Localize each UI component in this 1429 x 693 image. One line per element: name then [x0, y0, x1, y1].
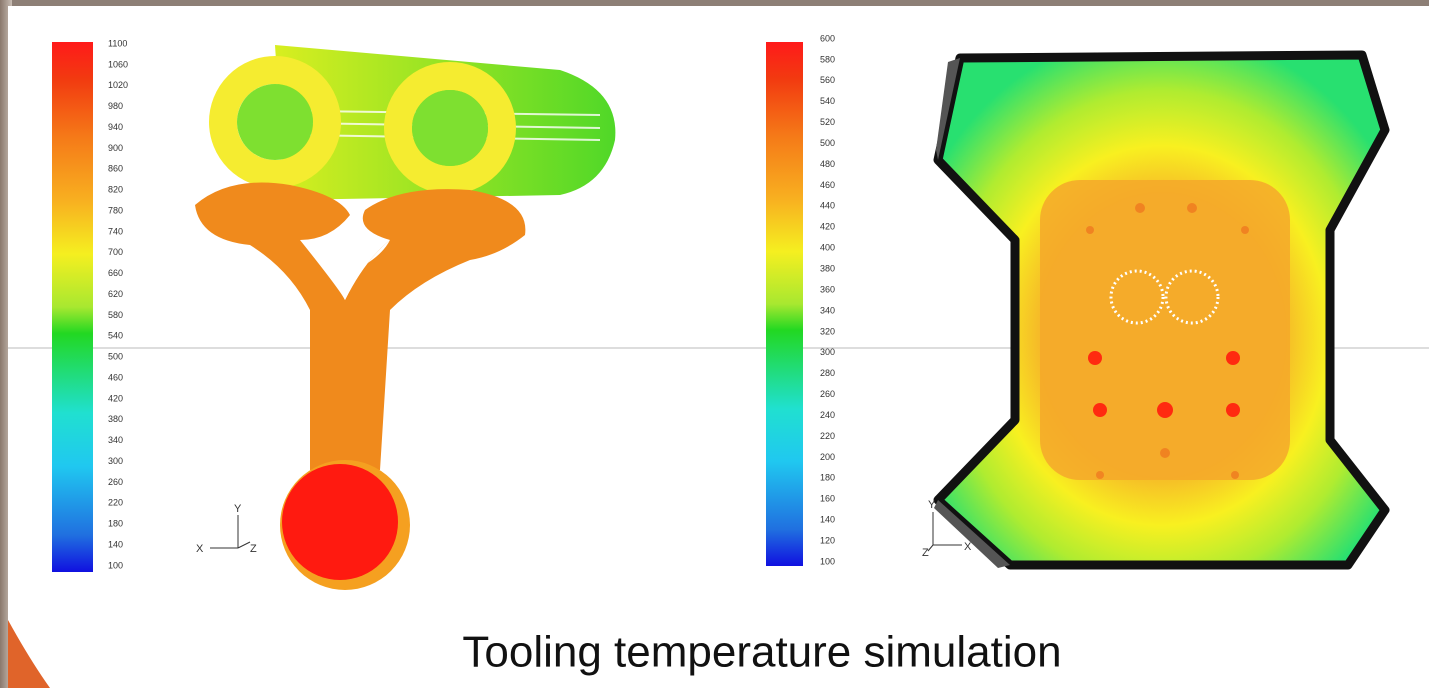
tick-label: 580 — [820, 54, 835, 64]
tick-label: 860 — [108, 164, 123, 174]
tick-label: 540 — [108, 331, 123, 341]
colorbar — [52, 42, 93, 572]
tick-label: 460 — [108, 372, 123, 382]
tick-label: 100 — [108, 560, 123, 570]
tick-label: 160 — [820, 494, 835, 504]
tick-label: 220 — [108, 498, 123, 508]
colorbar — [766, 42, 803, 566]
tick-label: 820 — [108, 185, 123, 195]
tick-label: 200 — [820, 452, 835, 462]
tick-label: 740 — [108, 226, 123, 236]
tick-label: 320 — [820, 326, 835, 336]
axis-label: X — [964, 541, 972, 553]
tick-label: 340 — [820, 305, 835, 315]
tick-label: 620 — [108, 289, 123, 299]
tick-label: 1060 — [108, 59, 128, 69]
axis-label: X — [196, 543, 204, 555]
tick-label: 520 — [820, 117, 835, 127]
tick-label: 420 — [820, 222, 835, 232]
tick-label: 600 — [820, 33, 835, 43]
tick-label: 140 — [820, 515, 835, 525]
slide: 1100 1060 1020 980 940 900 860 820 780 740 700 660 6… — [0, 0, 1429, 688]
tick-label: 240 — [820, 410, 835, 420]
tick-label: 180 — [108, 519, 123, 529]
tick-label: 300 — [108, 456, 123, 466]
tick-label: 540 — [820, 96, 835, 106]
tick-label: 180 — [820, 473, 835, 483]
tick-label: 1100 — [108, 38, 127, 48]
axis-label: Z — [922, 547, 929, 559]
tick-label: 340 — [108, 435, 123, 445]
tick-label: 940 — [108, 122, 123, 132]
tick-label: 400 — [820, 243, 835, 253]
tick-label: 260 — [108, 477, 123, 487]
tick-label: 360 — [820, 284, 835, 294]
tick-label: 1020 — [108, 80, 128, 90]
tick-label: 700 — [108, 247, 123, 257]
tick-label: 220 — [820, 431, 835, 441]
tick-label: 140 — [108, 539, 123, 549]
axis-label: Y — [928, 499, 936, 511]
tick-label: 120 — [820, 535, 835, 545]
tick-label: 460 — [820, 180, 835, 190]
axis-label: Z — [250, 543, 257, 555]
tick-label: 980 — [108, 101, 123, 111]
tick-label: 500 — [108, 352, 123, 362]
tick-label: 660 — [108, 268, 123, 278]
axis-label: Y — [234, 503, 242, 515]
tick-label: 900 — [108, 143, 123, 153]
tick-label: 380 — [820, 263, 835, 273]
tick-label: 480 — [820, 159, 835, 169]
tick-label: 560 — [820, 75, 835, 85]
tick-label: 420 — [108, 393, 123, 403]
tick-label: 440 — [820, 201, 835, 211]
tick-label: 280 — [820, 368, 835, 378]
tick-label: 380 — [108, 414, 123, 424]
tick-label: 580 — [108, 310, 123, 320]
tick-label: 780 — [108, 205, 123, 215]
tick-label: 260 — [820, 389, 835, 399]
tick-label: 500 — [820, 138, 835, 148]
tick-label: 100 — [820, 556, 835, 566]
tick-label: 300 — [820, 347, 835, 357]
caption: Tooling temperature simulation — [462, 628, 1061, 677]
